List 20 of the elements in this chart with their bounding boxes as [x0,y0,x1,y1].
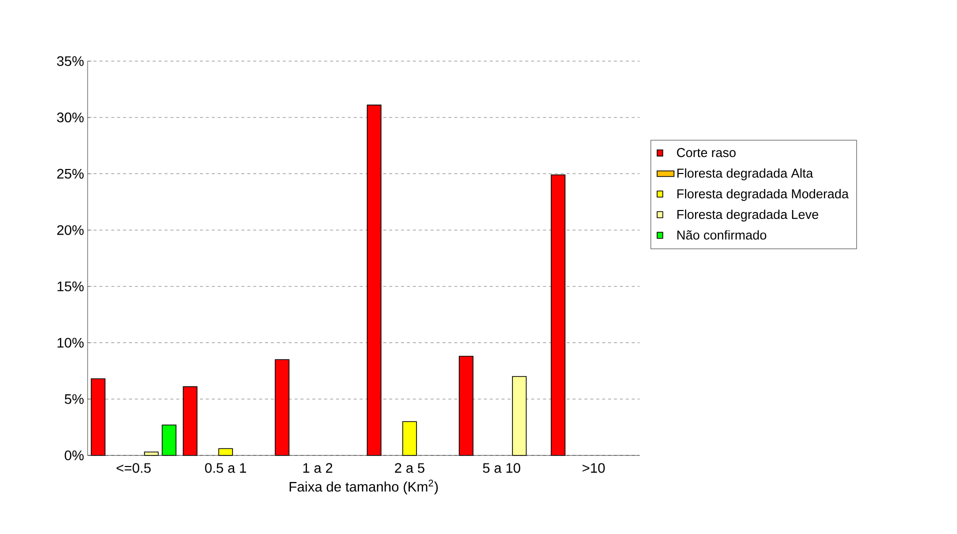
legend-label: Floresta degradada Moderada [677,188,849,201]
y-tick-label: 20% [57,225,84,235]
legend-label: Corte raso [676,148,736,157]
y-tick-label: 5% [64,394,84,404]
x-tick-label: >10 [582,462,605,473]
x-tick-label: 1 a 2 [303,462,332,473]
x-tick-label: 0.5 a 1 [205,462,246,473]
y-tick-label: 35% [57,56,84,66]
y-tick-label: 15% [58,281,84,292]
legend-label: Floresta degradada Leve [677,209,818,222]
x-tick-label: <=0.5 [116,462,151,473]
legend-label: Floresta degradada Alta [677,168,814,180]
x-tick-label: 5 a 10 [482,462,520,473]
legend-label: Não confirmado [677,230,766,240]
x-axis-title: Faixa de tamanho (Km$^{2}$) [290,480,438,494]
x-tick-label: 2 a 5 [394,462,424,473]
y-tick-label: 0% [64,450,84,460]
y-tick-label: 10% [58,338,84,348]
y-tick-label: 25% [57,168,84,179]
y-tick-label: 30% [57,112,84,122]
